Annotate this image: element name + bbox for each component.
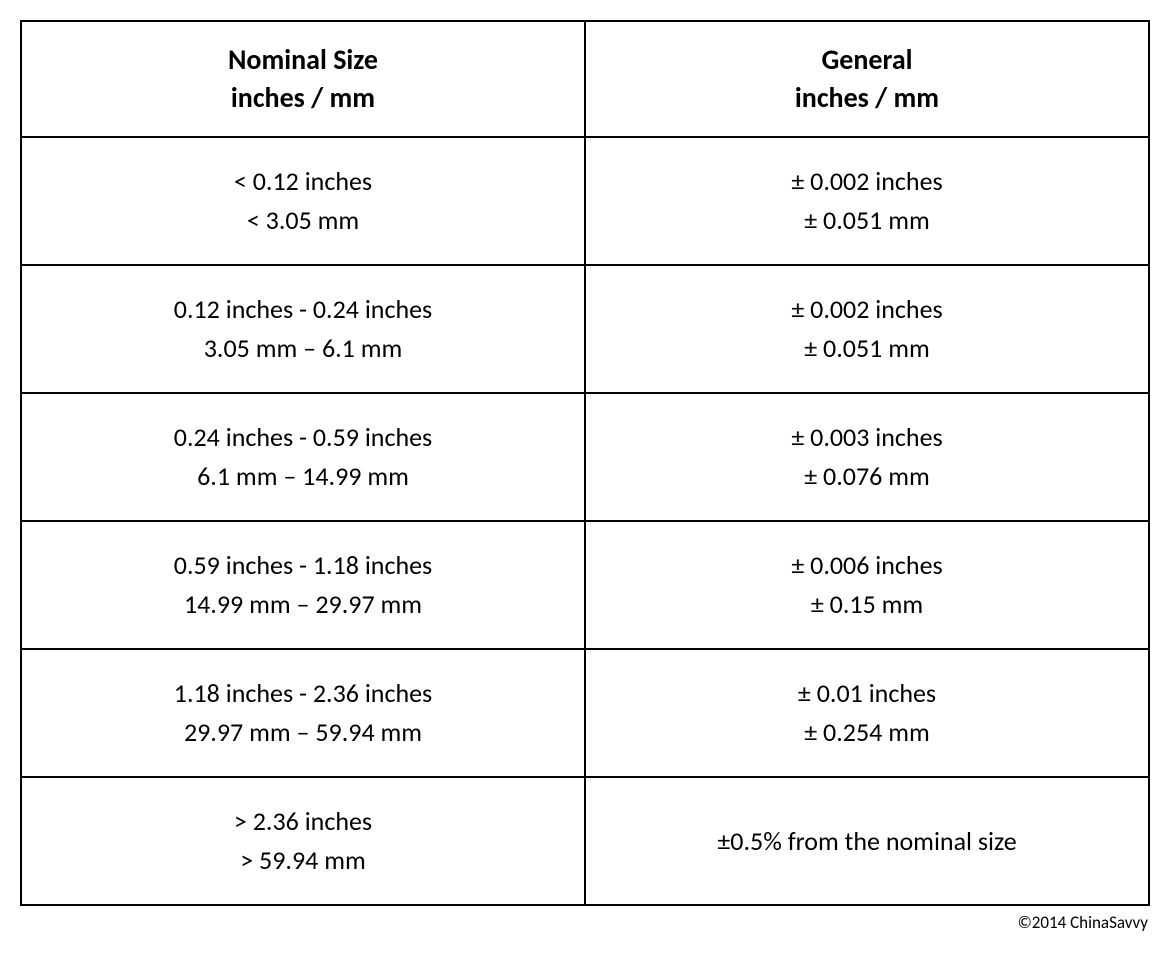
cell-nominal: 0.59 inches - 1.18 inches 14.99 mm – 29.… xyxy=(21,521,585,649)
cell-general: ± 0.002 inches ± 0.051 mm xyxy=(585,137,1149,265)
col-header-general-line1: General xyxy=(586,41,1148,79)
cell-nominal: 1.18 inches - 2.36 inches 29.97 mm – 59.… xyxy=(21,649,585,777)
table-row: > 2.36 inches > 59.94 mm ±0.5% from the … xyxy=(21,777,1149,905)
cell-nominal-line1: 0.24 inches - 0.59 inches xyxy=(22,418,584,457)
col-header-nominal-line1: Nominal Size xyxy=(22,41,584,79)
cell-nominal: > 2.36 inches > 59.94 mm xyxy=(21,777,585,905)
cell-general-line2: ± 0.076 mm xyxy=(586,457,1148,496)
col-header-nominal-line2: inches / mm xyxy=(22,79,584,117)
cell-general-line2: ± 0.15 mm xyxy=(586,585,1148,624)
cell-nominal-line2: > 59.94 mm xyxy=(22,841,584,880)
col-header-general-line2: inches / mm xyxy=(586,79,1148,117)
cell-nominal-line2: 3.05 mm – 6.1 mm xyxy=(22,329,584,368)
cell-general-line2: ± 0.051 mm xyxy=(586,201,1148,240)
col-header-nominal: Nominal Size inches / mm xyxy=(21,21,585,137)
col-header-general: General inches / mm xyxy=(585,21,1149,137)
cell-general-line1: ± 0.002 inches xyxy=(586,290,1148,329)
cell-general-line2: ± 0.254 mm xyxy=(586,713,1148,752)
cell-general-line2: ± 0.051 mm xyxy=(586,329,1148,368)
cell-nominal-line1: 1.18 inches - 2.36 inches xyxy=(22,674,584,713)
cell-general-line1: ± 0.003 inches xyxy=(586,418,1148,457)
cell-nominal-line2: 14.99 mm – 29.97 mm xyxy=(22,585,584,624)
cell-nominal: 0.12 inches - 0.24 inches 3.05 mm – 6.1 … xyxy=(21,265,585,393)
cell-nominal-line1: < 0.12 inches xyxy=(22,162,584,201)
table-header-row: Nominal Size inches / mm General inches … xyxy=(21,21,1149,137)
cell-nominal-line1: 0.59 inches - 1.18 inches xyxy=(22,546,584,585)
cell-nominal-line2: 6.1 mm – 14.99 mm xyxy=(22,457,584,496)
cell-general: ± 0.003 inches ± 0.076 mm xyxy=(585,393,1149,521)
cell-nominal: 0.24 inches - 0.59 inches 6.1 mm – 14.99… xyxy=(21,393,585,521)
cell-nominal: < 0.12 inches < 3.05 mm xyxy=(21,137,585,265)
cell-general-line1: ± 0.002 inches xyxy=(586,162,1148,201)
cell-general-line1: ± 0.01 inches xyxy=(586,674,1148,713)
cell-nominal-line2: < 3.05 mm xyxy=(22,201,584,240)
table-row: < 0.12 inches < 3.05 mm ± 0.002 inches ±… xyxy=(21,137,1149,265)
cell-nominal-line1: > 2.36 inches xyxy=(22,802,584,841)
cell-general: ± 0.006 inches ± 0.15 mm xyxy=(585,521,1149,649)
tolerance-table: Nominal Size inches / mm General inches … xyxy=(20,20,1150,906)
table-row: 1.18 inches - 2.36 inches 29.97 mm – 59.… xyxy=(21,649,1149,777)
cell-nominal-line1: 0.12 inches - 0.24 inches xyxy=(22,290,584,329)
cell-general: ±0.5% from the nominal size xyxy=(585,777,1149,905)
cell-general-line1: ± 0.006 inches xyxy=(586,546,1148,585)
cell-general-line1: ±0.5% from the nominal size xyxy=(586,822,1148,861)
table-row: 0.59 inches - 1.18 inches 14.99 mm – 29.… xyxy=(21,521,1149,649)
cell-nominal-line2: 29.97 mm – 59.94 mm xyxy=(22,713,584,752)
tolerance-table-wrap: Nominal Size inches / mm General inches … xyxy=(20,20,1150,906)
table-row: 0.24 inches - 0.59 inches 6.1 mm – 14.99… xyxy=(21,393,1149,521)
copyright-text: ©2014 ChinaSavvy xyxy=(20,912,1150,933)
cell-general: ± 0.002 inches ± 0.051 mm xyxy=(585,265,1149,393)
cell-general: ± 0.01 inches ± 0.254 mm xyxy=(585,649,1149,777)
table-row: 0.12 inches - 0.24 inches 3.05 mm – 6.1 … xyxy=(21,265,1149,393)
